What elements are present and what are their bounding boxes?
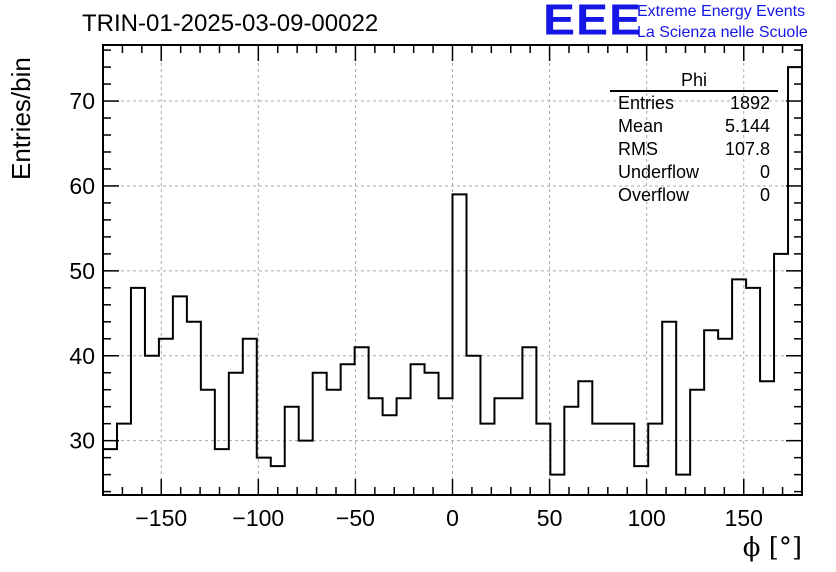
x-axis-label: ϕ [°] xyxy=(742,533,802,563)
stats-value: 107.8 xyxy=(724,139,770,159)
stats-row-entries: Entries 1892 xyxy=(610,92,778,115)
logo-line-1: Extreme Energy Events xyxy=(637,3,806,20)
x-tick-label: 150 xyxy=(725,505,763,531)
x-tick-label: 50 xyxy=(537,505,563,531)
stats-label: Entries xyxy=(618,93,675,113)
tick-labels: −150 −100 −50 0 50 100 150 30 40 50 60 70 xyxy=(69,88,763,531)
stats-value: 5.144 xyxy=(724,116,770,136)
stats-label: Underflow xyxy=(618,162,700,182)
logo-line-2: La Scienza nelle Scuole xyxy=(637,24,808,41)
x-tick-label: 100 xyxy=(627,505,665,531)
stats-value: 1892 xyxy=(729,93,770,113)
stats-row-overflow: Overflow 0 xyxy=(610,184,778,207)
x-tick-label: −150 xyxy=(135,505,187,531)
stats-row-mean: Mean 5.144 xyxy=(610,115,778,138)
y-axis-label: Entries/bin xyxy=(6,57,36,180)
eee-logo: EEE xyxy=(543,0,643,45)
stats-row-rms: RMS 107.8 xyxy=(610,138,778,161)
axis-ticks xyxy=(102,45,803,495)
plot-title: TRIN-01-2025-03-09-00022 xyxy=(82,10,379,37)
y-tick-label: 50 xyxy=(69,258,95,284)
stats-box: Phi Entries 1892 Mean 5.144 RMS 107.8 Un… xyxy=(610,70,778,207)
x-tick-label: −100 xyxy=(232,505,284,531)
stats-value: 0 xyxy=(759,162,770,182)
y-tick-label: 30 xyxy=(69,428,95,454)
stats-label: Overflow xyxy=(618,185,690,205)
stats-label: RMS xyxy=(618,139,658,159)
y-tick-label: 60 xyxy=(69,173,95,199)
stats-label: Mean xyxy=(618,116,664,136)
y-tick-label: 40 xyxy=(69,343,95,369)
x-tick-label: 0 xyxy=(446,505,459,531)
y-tick-label: 70 xyxy=(69,88,95,114)
stats-row-underflow: Underflow 0 xyxy=(610,161,778,184)
x-tick-label: −50 xyxy=(336,505,375,531)
histogram-series-line xyxy=(103,66,803,495)
stats-value: 0 xyxy=(759,185,770,205)
stats-title: Phi xyxy=(610,70,778,92)
